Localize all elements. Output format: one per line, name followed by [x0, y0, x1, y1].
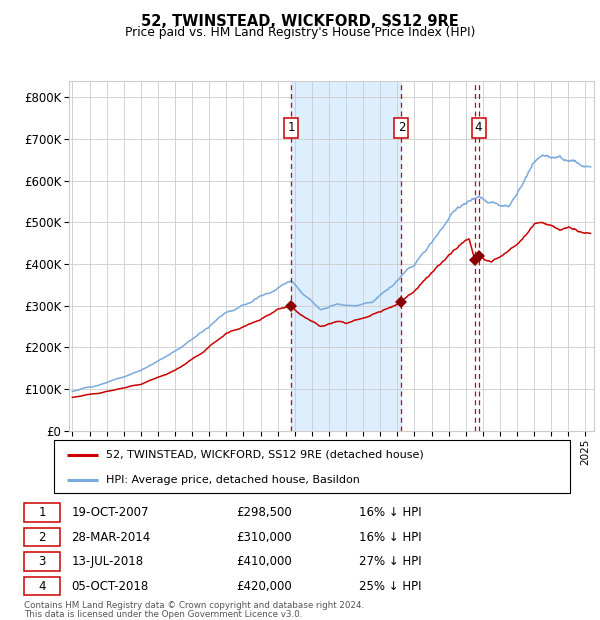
Text: £310,000: £310,000 — [236, 531, 292, 544]
Text: 52, TWINSTEAD, WICKFORD, SS12 9RE (detached house): 52, TWINSTEAD, WICKFORD, SS12 9RE (detac… — [106, 450, 424, 460]
FancyBboxPatch shape — [24, 503, 60, 522]
Text: £298,500: £298,500 — [236, 506, 292, 519]
Text: 52, TWINSTEAD, WICKFORD, SS12 9RE: 52, TWINSTEAD, WICKFORD, SS12 9RE — [141, 14, 459, 29]
Text: HPI: Average price, detached house, Basildon: HPI: Average price, detached house, Basi… — [106, 475, 359, 485]
Text: 2: 2 — [38, 531, 46, 544]
Text: 3: 3 — [38, 555, 46, 568]
Text: £410,000: £410,000 — [236, 555, 292, 568]
FancyBboxPatch shape — [54, 440, 570, 493]
Text: This data is licensed under the Open Government Licence v3.0.: This data is licensed under the Open Gov… — [24, 610, 302, 619]
Text: 27% ↓ HPI: 27% ↓ HPI — [359, 555, 421, 568]
Text: 19-OCT-2007: 19-OCT-2007 — [71, 506, 149, 519]
Text: 28-MAR-2014: 28-MAR-2014 — [71, 531, 151, 544]
Text: 1: 1 — [38, 506, 46, 519]
Text: 05-OCT-2018: 05-OCT-2018 — [71, 580, 149, 593]
Text: £420,000: £420,000 — [236, 580, 292, 593]
FancyBboxPatch shape — [24, 552, 60, 571]
Text: 4: 4 — [38, 580, 46, 593]
Text: Price paid vs. HM Land Registry's House Price Index (HPI): Price paid vs. HM Land Registry's House … — [125, 26, 475, 39]
FancyBboxPatch shape — [24, 577, 60, 595]
Bar — [292, 81, 401, 431]
Text: 16% ↓ HPI: 16% ↓ HPI — [359, 531, 421, 544]
Text: 1: 1 — [287, 122, 295, 135]
FancyBboxPatch shape — [24, 528, 60, 546]
Text: 13-JUL-2018: 13-JUL-2018 — [71, 555, 143, 568]
Text: Contains HM Land Registry data © Crown copyright and database right 2024.: Contains HM Land Registry data © Crown c… — [24, 601, 364, 611]
Text: 4: 4 — [475, 122, 482, 135]
Text: 2: 2 — [398, 122, 405, 135]
Text: 16% ↓ HPI: 16% ↓ HPI — [359, 506, 421, 519]
Text: 25% ↓ HPI: 25% ↓ HPI — [359, 580, 421, 593]
